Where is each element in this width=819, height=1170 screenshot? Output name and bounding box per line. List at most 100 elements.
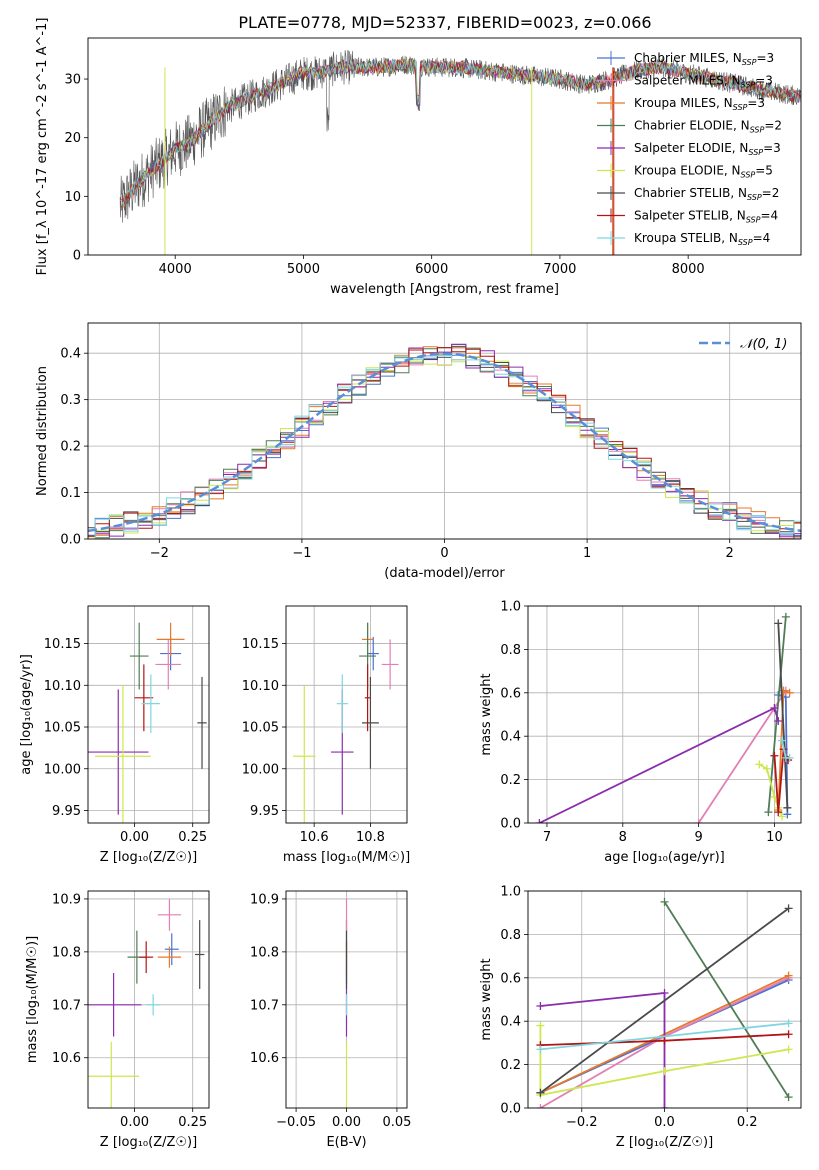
weight-line bbox=[539, 706, 780, 823]
errorbar-point-salpeter-stelib bbox=[139, 941, 154, 974]
weight-point-marker bbox=[774, 717, 783, 726]
axes-frame bbox=[285, 605, 408, 824]
errorbar-point-chabrier-elodie bbox=[129, 622, 149, 690]
errorbar-point-kroupa-stelib bbox=[146, 994, 161, 1016]
legend-label-chabrier-stelib: Chabrier STELIB, NSSP=2 bbox=[634, 186, 779, 202]
y-tick-label: 10.8 bbox=[250, 945, 279, 960]
y-tick-label: 1.0 bbox=[500, 885, 521, 900]
y-tick-label: 0.8 bbox=[500, 643, 521, 658]
axes-frame bbox=[87, 890, 210, 1109]
plot-area bbox=[293, 622, 399, 823]
y-tick-label: 0 bbox=[73, 249, 81, 264]
weight-point-marker bbox=[694, 819, 703, 823]
y-tick-label: 10.10 bbox=[44, 679, 81, 694]
legend-label-kroupa-elodie: Kroupa ELODIE, NSSP=5 bbox=[634, 164, 773, 180]
errorbar-point-chabrier-stelib bbox=[195, 920, 205, 989]
y-tick-label: 0.6 bbox=[500, 971, 521, 986]
x-axis-label: Z [log₁₀(Z/Z☉)] bbox=[616, 1135, 713, 1150]
weight-point-marker bbox=[778, 736, 787, 745]
x-tick-label: −0.2 bbox=[566, 1115, 598, 1130]
x-tick-label: 0.00 bbox=[332, 1115, 361, 1130]
plot-area bbox=[535, 612, 794, 823]
y-tick-label: 10.05 bbox=[44, 721, 81, 736]
y-tick-label: 20 bbox=[64, 131, 81, 146]
plot-area bbox=[119, 49, 801, 255]
plot-area bbox=[88, 343, 801, 539]
y-axis-label: mass weight bbox=[479, 673, 494, 755]
y-tick-label: 0.4 bbox=[60, 347, 81, 362]
errorbar-point-kroupa-miles bbox=[156, 622, 185, 657]
weight-series-chabrier-stelib bbox=[774, 619, 792, 812]
weight-point-marker bbox=[784, 971, 793, 980]
y-tick-label: 9.95 bbox=[250, 804, 279, 819]
weight-line bbox=[663, 901, 790, 1098]
mass-vs-metallicity-panel: 0.00 0.25 10.6 10.7 10.8 10.9 Z [log₁₀(Z/Z☉)] m… bbox=[25, 890, 210, 1150]
x-tick-label: 0.25 bbox=[178, 830, 207, 845]
x-axis-label: (data-model)/error bbox=[384, 566, 505, 581]
weight-series-chabrier-stelib bbox=[536, 904, 793, 1097]
weight-line bbox=[777, 623, 789, 808]
legend-label-gaussian: 𝒩(0, 1) bbox=[740, 337, 787, 352]
y-tick-label: 0.3 bbox=[60, 393, 81, 408]
model-spectrum-kroupa-stelib bbox=[121, 59, 801, 207]
x-tick-label: 8000 bbox=[672, 262, 705, 277]
y-tick-label: 10.9 bbox=[52, 892, 81, 907]
figure-title: PLATE=0778, MJD=52337, FIBERID=0023, z=0… bbox=[238, 13, 651, 32]
weight-series-chabrier-miles bbox=[774, 690, 792, 819]
errorbar-point-salpeter-miles bbox=[155, 639, 182, 690]
x-tick-label: 5000 bbox=[287, 262, 320, 277]
y-tick-label: 10.9 bbox=[250, 892, 279, 907]
weight-point-marker bbox=[784, 1030, 793, 1039]
x-tick-label: 0 bbox=[440, 546, 448, 561]
errorbar-point-kroupa-stelib bbox=[336, 674, 348, 733]
y-tick-label: 10.7 bbox=[52, 998, 81, 1013]
y-tick-label: 10.6 bbox=[52, 1051, 81, 1066]
x-tick-label: 7 bbox=[543, 830, 551, 845]
x-axis-label: wavelength [Angstrom, rest frame] bbox=[330, 282, 559, 297]
x-tick-label: 10.6 bbox=[300, 830, 329, 845]
y-tick-label: 0.0 bbox=[500, 817, 521, 832]
weight-vs-metallicity-panel: −0.2 0.0 0.2 0.0 0.2 0.4 0.6 0.8 1.0 Z [log₁₀(Z/Z… bbox=[479, 885, 802, 1150]
weight-point-marker bbox=[781, 612, 790, 621]
x-tick-label: 0.2 bbox=[737, 1115, 758, 1130]
weight-point-marker bbox=[778, 812, 787, 821]
axes-frame bbox=[285, 890, 408, 1109]
y-axis-label: mass [log₁₀(M/M☉)] bbox=[25, 936, 40, 1063]
y-tick-label: 0.4 bbox=[500, 1015, 521, 1030]
legend-label-kroupa-stelib: Kroupa STELIB, NSSP=4 bbox=[634, 231, 770, 247]
age-vs-metallicity-panel: 0.00 0.25 9.95 10.00 10.05 10.10 10.15 Z [log₁₀… bbox=[19, 605, 210, 865]
axes-frame bbox=[87, 322, 802, 540]
age-vs-mass-panel: 10.6 10.8 9.95 10.00 10.05 10.10 10.15 mass [lo… bbox=[242, 605, 410, 865]
x-tick-label: 0.00 bbox=[120, 830, 149, 845]
x-tick-label: 0.25 bbox=[178, 1115, 207, 1130]
errorbar-point-chabrier-stelib bbox=[361, 676, 379, 769]
y-tick-label: 10.15 bbox=[44, 637, 81, 652]
weight-series-chabrier-elodie bbox=[660, 897, 793, 1102]
y-tick-label: 30 bbox=[64, 73, 81, 88]
y-tick-label: 10.10 bbox=[242, 679, 279, 694]
legend-label-chabrier-elodie: Chabrier ELODIE, NSSP=2 bbox=[634, 119, 782, 135]
y-tick-label: 10.8 bbox=[52, 945, 81, 960]
weight-series-kroupa-stelib bbox=[778, 736, 794, 762]
y-axis-label: Flux [f_λ 10^-17 erg cm^-2 s^-1 A^-1] bbox=[35, 18, 50, 276]
x-tick-label: 10.8 bbox=[356, 830, 385, 845]
errorbar-point-chabrier-miles bbox=[367, 636, 379, 671]
weight-line bbox=[539, 907, 790, 1094]
weight-point-marker bbox=[764, 808, 773, 817]
y-tick-label: 0.0 bbox=[500, 1102, 521, 1117]
weight-point-marker bbox=[774, 619, 783, 628]
axes-frame bbox=[527, 605, 802, 824]
weight-point-marker bbox=[755, 760, 764, 769]
y-tick-label: 10.15 bbox=[242, 637, 279, 652]
y-tick-label: 9.95 bbox=[52, 804, 81, 819]
y-tick-label: 10.00 bbox=[44, 762, 81, 777]
errorbar-point-chabrier-stelib bbox=[197, 676, 207, 769]
weight-series-salpeter-elodie bbox=[536, 988, 669, 1108]
plot-area bbox=[88, 622, 207, 823]
y-tick-label: 0.4 bbox=[500, 730, 521, 745]
weight-point-marker bbox=[774, 808, 783, 817]
errorbar-point-salpeter-elodie bbox=[88, 973, 142, 1037]
x-tick-label: −2 bbox=[150, 546, 169, 561]
y-tick-label: 1.0 bbox=[500, 600, 521, 615]
